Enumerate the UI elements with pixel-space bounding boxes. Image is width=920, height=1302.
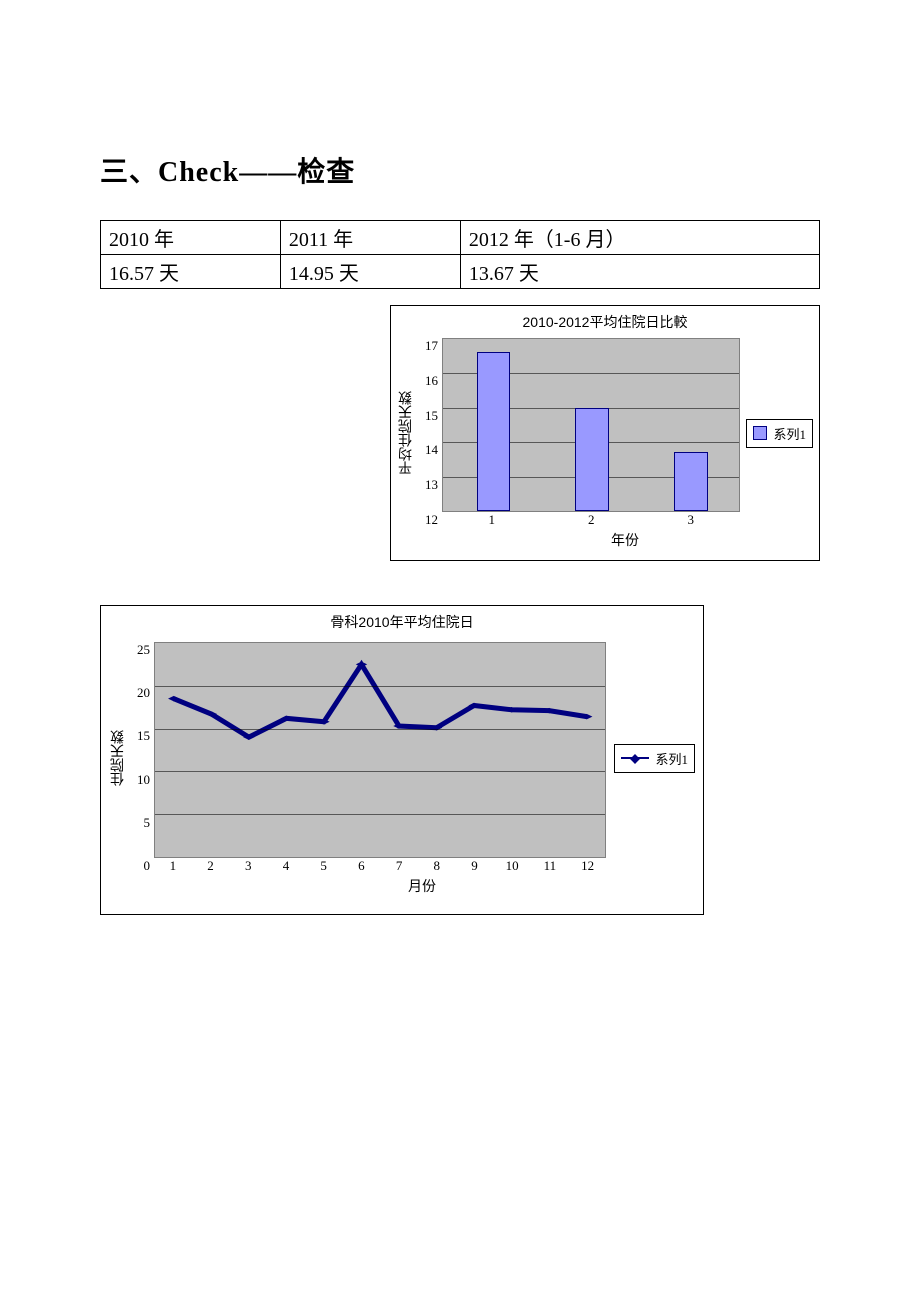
xtick-label: 10 — [493, 858, 531, 874]
legend-label: 系列1 — [773, 424, 806, 443]
xtick-label: 6 — [343, 858, 381, 874]
xtick-label: 2 — [192, 858, 230, 874]
line-chart-legend: 系列1 — [614, 744, 695, 773]
gridline — [155, 771, 605, 772]
ytick-label: 5 — [137, 815, 150, 831]
table-cell: 2011 年 — [280, 221, 460, 255]
bar-chart-ylabel: 平均住院天数 — [393, 338, 421, 528]
ytick-label: 15 — [137, 728, 150, 744]
legend-label: 系列1 — [655, 749, 688, 768]
table-cell: 2012 年（1-6 月） — [460, 221, 819, 255]
bar-chart-plot-area — [442, 338, 740, 512]
line-chart-xlabel: 月份 — [101, 874, 703, 902]
xtick-label: 3 — [641, 512, 741, 528]
line-chart-ylabel: 住院天数 — [105, 642, 133, 874]
line-chart-container: 骨科2010年平均住院日 住院天数 2520151050 12345678910… — [100, 605, 820, 915]
gridline — [155, 729, 605, 730]
ytick-label: 20 — [137, 685, 150, 701]
gridline — [155, 814, 605, 815]
line-chart-title: 骨科2010年平均住院日 — [101, 606, 703, 632]
xtick-label: 4 — [267, 858, 305, 874]
xtick-label: 1 — [442, 512, 542, 528]
xtick-label: 7 — [380, 858, 418, 874]
gridline — [155, 686, 605, 687]
xtick-label: 3 — [229, 858, 267, 874]
bar-chart-container: 2010-2012平均住院日比較 平均住院天数 171615141312 123… — [100, 305, 820, 561]
bar-chart-yticks: 17 16 15 14 13 12 — [421, 338, 442, 528]
line-chart-yticks: 25 20 15 10 5 0 — [133, 642, 154, 874]
page: 三、Check——检查 2010 年 2011 年 2012 年（1-6 月） … — [0, 0, 920, 955]
table-cell: 2010 年 — [101, 221, 281, 255]
table-cell: 16.57 天 — [101, 255, 281, 289]
line-chart-xticks: 123456789101112 — [154, 858, 606, 874]
table-cell: 14.95 天 — [280, 255, 460, 289]
bar-chart: 2010-2012平均住院日比較 平均住院天数 171615141312 123… — [390, 305, 820, 561]
ytick-label: 25 — [137, 642, 150, 658]
table-cell: 13.67 天 — [460, 255, 819, 289]
line-chart-svg — [155, 643, 605, 857]
table-row: 2010 年 2011 年 2012 年（1-6 月） — [101, 221, 820, 255]
ytick-label: 17 — [425, 338, 438, 354]
legend-line-icon — [621, 757, 649, 759]
line-chart: 骨科2010年平均住院日 住院天数 2520151050 12345678910… — [100, 605, 704, 915]
bar-chart-xticks: 123 — [442, 512, 740, 528]
xtick-label: 8 — [418, 858, 456, 874]
xtick-label: 2 — [542, 512, 642, 528]
bar — [674, 452, 708, 511]
ytick-label: 13 — [425, 477, 438, 493]
ytick-label: 10 — [137, 772, 150, 788]
ytick-label: 12 — [425, 512, 438, 528]
xtick-label: 12 — [569, 858, 607, 874]
xtick-label: 11 — [531, 858, 569, 874]
bar — [477, 352, 511, 511]
ytick-label: 0 — [137, 858, 150, 874]
xtick-label: 9 — [456, 858, 494, 874]
bar — [575, 408, 609, 511]
xtick-label: 1 — [154, 858, 192, 874]
summary-table: 2010 年 2011 年 2012 年（1-6 月） 16.57 天 14.9… — [100, 220, 820, 289]
ytick-label: 16 — [425, 373, 438, 389]
section-heading: 三、Check——检查 — [100, 150, 820, 190]
table-row: 16.57 天 14.95 天 13.67 天 — [101, 255, 820, 289]
ytick-label: 15 — [425, 408, 438, 424]
bar-chart-legend: 系列1 — [746, 419, 813, 448]
xtick-label: 5 — [305, 858, 343, 874]
ytick-label: 14 — [425, 442, 438, 458]
line-chart-plot-area — [154, 642, 606, 858]
bar-chart-title: 2010-2012平均住院日比較 — [391, 306, 819, 332]
line-series — [174, 664, 587, 737]
bar-chart-xlabel: 年份 — [391, 528, 819, 556]
legend-swatch-icon — [753, 426, 767, 440]
